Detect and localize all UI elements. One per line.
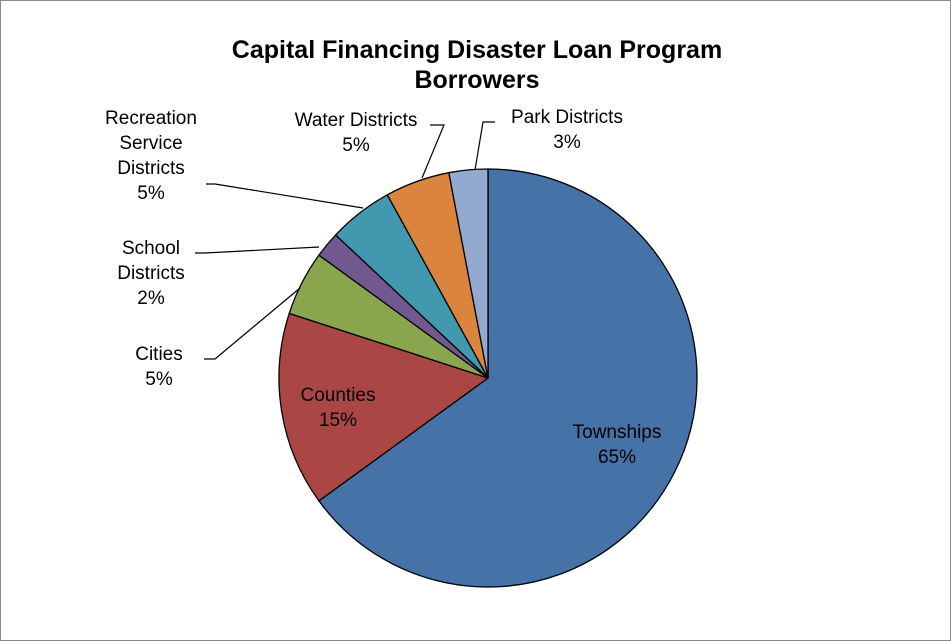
pie-slice-townships (318, 168, 698, 588)
slice-label-park-districts: Park Districts 3% (511, 107, 623, 153)
slice-label-water-districts: Water Districts 5% (295, 110, 418, 156)
slice-label-cities: Cities 5% (135, 344, 183, 390)
leader-lines (195, 121, 495, 360)
slice-label-townships: Townships 65% (573, 422, 662, 468)
pie-slice-park-districts (448, 168, 489, 379)
leader-line-park-districts (474, 121, 495, 171)
leader-line-school-districts (195, 246, 320, 254)
slice-label-recreation-service-districts: Recreation Service Districts 5% (105, 108, 197, 204)
leader-line-recreation-service-districts (206, 183, 364, 209)
leader-line-cities (204, 287, 301, 360)
slice-labels: Townships 65% Counties 15% Cities 5% School Dis… (105, 107, 661, 468)
slice-label-counties: Counties 15% (301, 385, 376, 431)
leader-line-water-districts (421, 124, 445, 179)
slice-label-school-districts: School Districts 2% (117, 238, 185, 309)
pie-slice-counties (278, 312, 490, 502)
chart-title-line-1: Capital Financing Disaster Loan Program (232, 36, 722, 64)
pie-slices (278, 168, 698, 588)
chart-title-line-2: Borrowers (414, 66, 539, 94)
